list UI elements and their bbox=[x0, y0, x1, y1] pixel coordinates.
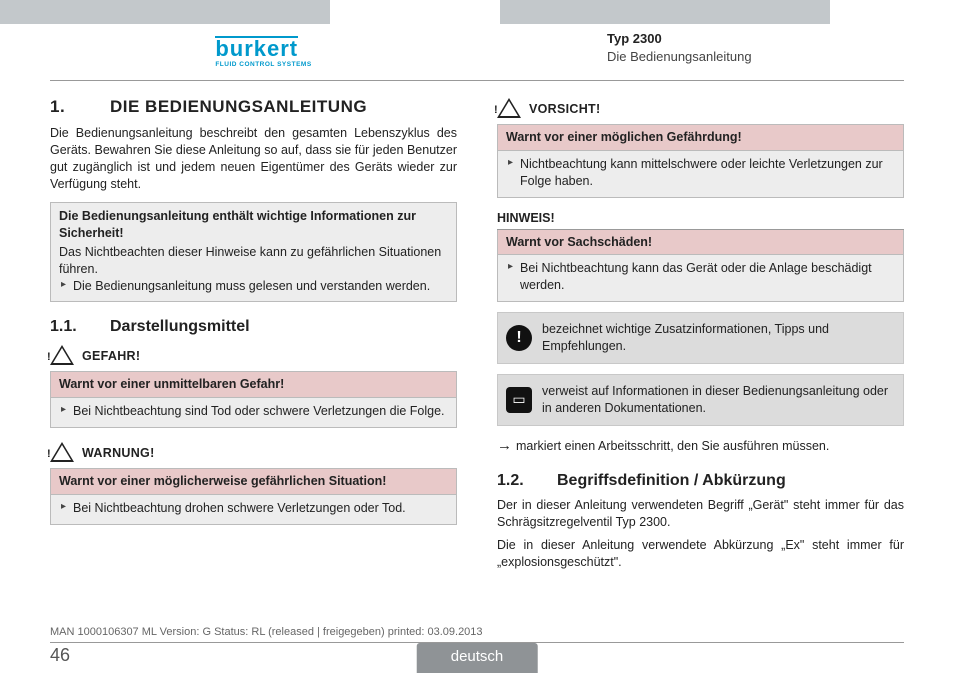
caution-label: VORSICHT! bbox=[529, 101, 600, 118]
danger-block: ! GEFAHR! Warnt vor einer unmittelbaren … bbox=[50, 343, 457, 428]
hinweis-body-row: Bei Nichtbeachtung kann das Gerät oder d… bbox=[497, 255, 904, 302]
warning-body-row: Bei Nichtbeachtung drohen schwere Verlet… bbox=[50, 495, 457, 525]
warning-triangle-icon: ! bbox=[50, 442, 74, 464]
header-right: Typ 2300 Die Bedienungsanleitung bbox=[477, 30, 904, 76]
info-text: bezeichnet wichtige Zusatzinformationen,… bbox=[542, 321, 893, 355]
definition-p1: Der in dieser Anleitung verwendeten Begr… bbox=[497, 497, 904, 531]
danger-label: GEFAHR! bbox=[82, 348, 140, 365]
hinweis-block: HINWEIS! Warnt vor Sachschäden! Bei Nich… bbox=[497, 210, 904, 303]
caution-bullet: Nichtbeachtung kann mittelschwere oder l… bbox=[506, 156, 895, 190]
arrow-icon: → bbox=[497, 437, 512, 454]
caution-head-row: Warnt vor einer möglichen Gefährdung! bbox=[497, 124, 904, 151]
warning-bullet: Bei Nichtbeachtung drohen schwere Verlet… bbox=[59, 500, 448, 517]
danger-body-row: Bei Nichtbeachtung sind Tod oder schwere… bbox=[50, 398, 457, 428]
heading-text: Begriffsdefinition / Abkürzung bbox=[557, 472, 786, 489]
section-label: Die Bedienungsanleitung bbox=[607, 48, 904, 66]
safety-notice-box: Die Bedienungsanleitung enthält wichtige… bbox=[50, 202, 457, 301]
brand-name: burkert bbox=[215, 36, 298, 60]
warning-triangle-icon: ! bbox=[50, 345, 74, 367]
top-strip-left bbox=[0, 0, 330, 24]
danger-bullet: Bei Nichtbeachtung sind Tod oder schwere… bbox=[59, 403, 448, 420]
caution-body-row: Nichtbeachtung kann mittelschwere oder l… bbox=[497, 151, 904, 198]
hinweis-label: HINWEIS! bbox=[497, 210, 904, 230]
warning-label: WARNUNG! bbox=[82, 445, 155, 462]
page-header: burkert FLUID CONTROL SYSTEMS Typ 2300 D… bbox=[50, 30, 904, 76]
language-tab: deutsch bbox=[417, 643, 538, 673]
info-stripe: ! bezeichnet wichtige Zusatzinformatione… bbox=[497, 312, 904, 364]
heading-number: 1. bbox=[50, 96, 110, 119]
notice-title: Die Bedienungsanleitung enthält wichtige… bbox=[51, 203, 456, 244]
danger-head-row: Warnt vor einer unmittelbaren Gefahr! bbox=[50, 371, 457, 398]
content-columns: 1.DIE BEDIENUNGSANLEITUNG Die Bedienungs… bbox=[50, 96, 904, 617]
logo-area: burkert FLUID CONTROL SYSTEMS bbox=[50, 30, 477, 76]
book-icon: ▭ bbox=[506, 387, 532, 413]
page-number: 46 bbox=[50, 643, 70, 667]
top-strip-right bbox=[500, 0, 830, 24]
reference-text: verweist auf Informationen in dieser Bed… bbox=[542, 383, 893, 417]
notice-text: Das Nichtbeachten dieser Hinweise kann z… bbox=[59, 244, 448, 278]
heading-text: Darstellungsmittel bbox=[110, 318, 250, 335]
type-label: Typ 2300 bbox=[607, 30, 904, 48]
caution-block: ! VORSICHT! Warnt vor einer möglichen Ge… bbox=[497, 96, 904, 198]
definition-p2: Die in dieser Anleitung verwendete Abkür… bbox=[497, 537, 904, 571]
warning-head-row: Warnt vor einer möglicherweise gefährlic… bbox=[50, 468, 457, 495]
warning-block: ! WARNUNG! Warnt vor einer möglicherweis… bbox=[50, 440, 457, 525]
heading-number: 1.2. bbox=[497, 470, 557, 492]
heading-text: DIE BEDIENUNGSANLEITUNG bbox=[110, 97, 367, 116]
heading-1-2: 1.2.Begriffsdefinition / Abkürzung bbox=[497, 470, 904, 492]
warning-triangle-icon: ! bbox=[497, 98, 521, 120]
heading-number: 1.1. bbox=[50, 316, 110, 338]
heading-1-1: 1.1.Darstellungsmittel bbox=[50, 316, 457, 338]
page-footer: MAN 1000106307 ML Version: G Status: RL … bbox=[0, 625, 954, 673]
warning-header: ! WARNUNG! bbox=[50, 440, 457, 468]
info-icon: ! bbox=[506, 325, 532, 351]
doc-metadata-line: MAN 1000106307 ML Version: G Status: RL … bbox=[50, 625, 904, 643]
intro-paragraph: Die Bedienungsanleitung beschreibt den g… bbox=[50, 125, 457, 193]
caution-header: ! VORSICHT! bbox=[497, 96, 904, 124]
arrow-step-line: → markiert einen Arbeitsschritt, den Sie … bbox=[497, 436, 904, 456]
reference-stripe: ▭ verweist auf Informationen in dieser B… bbox=[497, 374, 904, 426]
header-rule bbox=[50, 80, 904, 81]
hinweis-head-row: Warnt vor Sachschäden! bbox=[497, 230, 904, 256]
notice-body: Das Nichtbeachten dieser Hinweise kann z… bbox=[51, 244, 456, 301]
brand-tagline: FLUID CONTROL SYSTEMS bbox=[215, 61, 311, 70]
danger-header: ! GEFAHR! bbox=[50, 343, 457, 371]
notice-bullet: Die Bedienungsanleitung muss gelesen und… bbox=[59, 278, 448, 295]
arrow-text: markiert einen Arbeitsschritt, den Sie a… bbox=[516, 439, 829, 453]
hinweis-bullet: Bei Nichtbeachtung kann das Gerät oder d… bbox=[506, 260, 895, 294]
heading-1: 1.DIE BEDIENUNGSANLEITUNG bbox=[50, 96, 457, 119]
brand-logo: burkert FLUID CONTROL SYSTEMS bbox=[215, 36, 311, 70]
